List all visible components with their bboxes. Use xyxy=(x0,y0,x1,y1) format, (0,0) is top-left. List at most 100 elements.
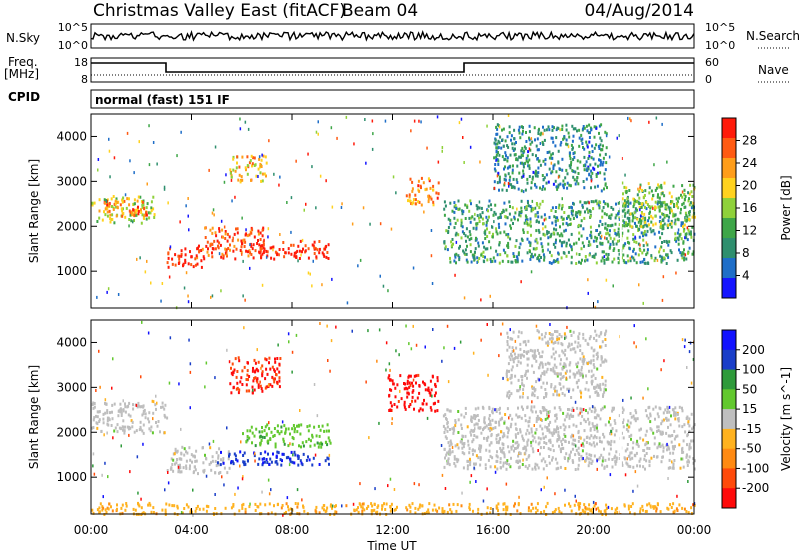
velocity-echo-cell xyxy=(503,453,506,457)
power-echo-cell xyxy=(608,246,611,250)
velocity-noise-point xyxy=(582,457,584,460)
velocity-echo-cell xyxy=(614,462,617,466)
power-echo-cell xyxy=(503,177,506,181)
velocity-echo-cell xyxy=(606,440,609,444)
power-echo-cell xyxy=(491,235,494,239)
power-echo-cell xyxy=(301,250,303,254)
velocity-echo-cell xyxy=(421,504,424,508)
velocity-echo-cell xyxy=(590,375,593,379)
power-echo-cell xyxy=(613,228,616,232)
power-noise-point xyxy=(588,201,590,205)
velocity-echo-cell xyxy=(580,368,583,372)
velocity-echo-cell xyxy=(441,507,444,511)
power-echo-cell xyxy=(241,178,244,182)
velocity-noise-point xyxy=(395,349,397,353)
velocity-echo-cell xyxy=(91,426,94,430)
power-echo-cell xyxy=(650,230,653,234)
power-echo-cell xyxy=(526,251,529,255)
velocity-echo-cell xyxy=(605,329,608,333)
velocity-echo-cell xyxy=(231,362,234,366)
velocity-echo-cell xyxy=(514,441,517,445)
velocity-echo-cell xyxy=(280,425,283,429)
power-echo-cell xyxy=(493,156,496,160)
velocity-echo-cell xyxy=(541,427,544,431)
power-echo-cell xyxy=(526,218,529,222)
power-echo-cell xyxy=(647,219,650,223)
velocity-echo-cell xyxy=(593,406,596,410)
velocity-echo-cell xyxy=(436,379,439,383)
power-echo-cell xyxy=(581,142,584,145)
velocity-echo-cell xyxy=(688,424,691,428)
power-noise-point xyxy=(493,186,496,190)
power-echo-cell xyxy=(253,235,256,239)
velocity-echo-cell xyxy=(274,442,277,446)
velocity-echo-cell xyxy=(324,459,327,463)
velocity-echo-cell xyxy=(163,413,166,417)
power-echo-cell xyxy=(523,149,526,153)
velocity-echo-cell xyxy=(489,426,492,430)
velocity-echo-cell xyxy=(389,509,392,513)
power-echo-cell xyxy=(638,189,641,193)
velocity-noise-point xyxy=(410,347,413,351)
velocity-noise-point xyxy=(683,345,686,349)
velocity-echo-cell xyxy=(516,415,519,419)
power-noise-point xyxy=(413,119,416,123)
velocity-echo-cell xyxy=(319,428,322,432)
velocity-echo-cell xyxy=(564,334,567,338)
velocity-noise-point xyxy=(480,338,482,342)
power-echo-cell xyxy=(142,202,145,206)
power-echo-cell xyxy=(420,186,422,190)
power-echo-cell xyxy=(571,213,574,217)
power-echo-cell xyxy=(625,221,628,225)
velocity-echo-cell xyxy=(510,354,513,358)
velocity-echo-cell xyxy=(223,466,226,470)
power-echo-cell xyxy=(566,223,569,227)
velocity-echo-cell xyxy=(662,411,665,415)
velocity-noise-point xyxy=(574,400,577,404)
velocity-echo-cell xyxy=(109,411,111,415)
velocity-echo-cell xyxy=(645,429,648,433)
velocity-echo-cell xyxy=(593,444,596,448)
velocity-echo-cell xyxy=(329,441,332,445)
velocity-echo-cell xyxy=(507,335,509,339)
velocity-echo-cell xyxy=(661,431,664,435)
power-echo-cell xyxy=(135,208,137,212)
power-echo-cell xyxy=(293,251,296,255)
power-echo-cell xyxy=(652,229,655,233)
velocity-echo-cell xyxy=(490,441,493,445)
power-echo-cell xyxy=(240,245,243,249)
power-echo-cell xyxy=(508,182,511,186)
power-echo-cell xyxy=(621,181,624,185)
power-echo-cell xyxy=(676,231,679,235)
power-echo-cell xyxy=(681,195,684,199)
velocity-echo-cell xyxy=(122,419,125,423)
velocity-echo-cell xyxy=(245,440,248,444)
velocity-echo-cell xyxy=(658,442,661,446)
velocity-echo-cell xyxy=(631,502,634,506)
velocity-echo-cell xyxy=(666,448,668,452)
velocity-echo-cell xyxy=(185,450,187,454)
power-noise-point xyxy=(265,255,268,259)
velocity-noise-point xyxy=(660,368,662,372)
power-echo-cell xyxy=(542,178,545,182)
velocity-echo-band xyxy=(91,401,169,435)
velocity-echo-cell xyxy=(270,460,273,464)
power-echo-cell xyxy=(626,200,629,204)
velocity-echo-cell xyxy=(584,420,587,424)
velocity-echo-cell xyxy=(551,511,554,515)
power-echo-cell xyxy=(498,188,500,192)
velocity-echo-cell xyxy=(388,393,391,397)
power-echo-cell xyxy=(119,203,122,207)
power-echo-cell xyxy=(552,182,555,186)
velocity-echo-cell xyxy=(689,446,692,450)
velocity-echo-cell xyxy=(434,401,436,405)
power-echo-cell xyxy=(683,193,686,197)
power-echo-cell xyxy=(658,185,661,189)
power-echo-cell xyxy=(590,169,593,173)
power-echo-cell xyxy=(417,184,420,188)
power-echo-cell xyxy=(494,142,497,146)
velocity-echo-cell xyxy=(536,463,539,467)
velocity-echo-cell xyxy=(293,430,296,434)
power-echo-cell xyxy=(476,205,479,209)
velocity-echo-cell xyxy=(289,507,292,511)
